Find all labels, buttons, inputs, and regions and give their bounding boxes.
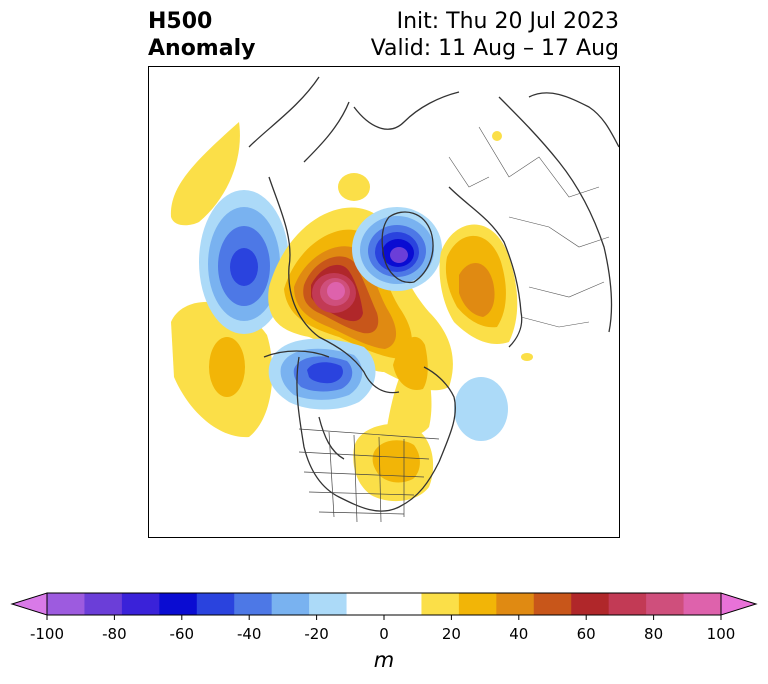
anomaly-siberia-positive — [439, 224, 518, 345]
colorbar-segment — [271, 593, 310, 615]
country-borders — [448, 126, 610, 328]
coastlines — [248, 76, 619, 512]
colorbar-segment — [234, 593, 273, 615]
anomaly-eastern-us-positive — [353, 336, 434, 502]
colorbar-segment — [121, 593, 160, 615]
colorbar-tick-label: 0 — [379, 625, 389, 643]
colorbar-extend-min — [10, 592, 48, 616]
colorbar-segment — [683, 593, 722, 615]
anomaly-canada-negative — [268, 338, 376, 410]
colorbar-segment — [533, 593, 572, 615]
colorbar-tick-label: -100 — [30, 625, 64, 643]
colorbar-tick-label: 40 — [509, 625, 528, 643]
us-state-borders — [298, 428, 440, 523]
anomaly-atlantic-negative — [454, 377, 508, 441]
colorbar-segment — [47, 593, 85, 615]
colorbar-tick-label: 60 — [577, 625, 596, 643]
map-canvas — [170, 76, 619, 523]
colorbar-segment — [646, 593, 685, 615]
anomaly-small-positive — [338, 173, 370, 201]
valid-range: Valid: 11 Aug – 17 Aug — [370, 36, 619, 61]
forecast-dates: Init: Thu 20 Jul 2023 Valid: 11 Aug – 17… — [371, 8, 619, 62]
anomaly-pacific-south-positive — [171, 301, 273, 438]
anomaly-small-positive — [492, 131, 502, 141]
colorbar-segment — [84, 593, 123, 615]
title-line-2: Anomaly — [148, 36, 256, 61]
colorbar: -100 -80 -60 -40 -20 0 20 40 60 80 100 m — [0, 580, 768, 680]
anomaly-alaska-negative — [199, 190, 289, 334]
colorbar-segment — [571, 593, 610, 615]
colorbar-tick-label: -80 — [102, 625, 127, 643]
anomaly-pacific-north-positive — [170, 122, 240, 226]
anomaly-greenland-negative — [352, 207, 442, 291]
map-title: H500 Anomaly — [148, 8, 255, 62]
colorbar-tick-label: 20 — [442, 625, 461, 643]
anomaly-small-positive — [521, 353, 533, 361]
title-line-1: H500 — [148, 9, 213, 34]
colorbar-segment — [458, 593, 497, 615]
colorbar-unit-label: m — [374, 648, 394, 672]
colorbar-segment — [496, 593, 535, 615]
colorbar-tick-label: 100 — [707, 625, 736, 643]
colorbar-tick-label: -20 — [304, 625, 329, 643]
init-date: Init: Thu 20 Jul 2023 — [396, 9, 619, 34]
colorbar-segment — [196, 593, 235, 615]
colorbar-segment — [346, 593, 385, 615]
colorbar-segment — [421, 593, 460, 615]
colorbar-tick-label: 80 — [644, 625, 663, 643]
colorbar-svg: -100 -80 -60 -40 -20 0 20 40 60 80 100 m — [10, 592, 758, 672]
colorbar-segment — [309, 593, 348, 615]
colorbar-tick-label: -60 — [170, 625, 195, 643]
anomaly-map — [148, 66, 620, 538]
colorbar-segment — [384, 593, 422, 615]
colorbar-segment — [608, 593, 647, 615]
colorbar-segment — [159, 593, 198, 615]
colorbar-tick-label: -40 — [237, 625, 262, 643]
colorbar-extend-max — [720, 592, 758, 616]
